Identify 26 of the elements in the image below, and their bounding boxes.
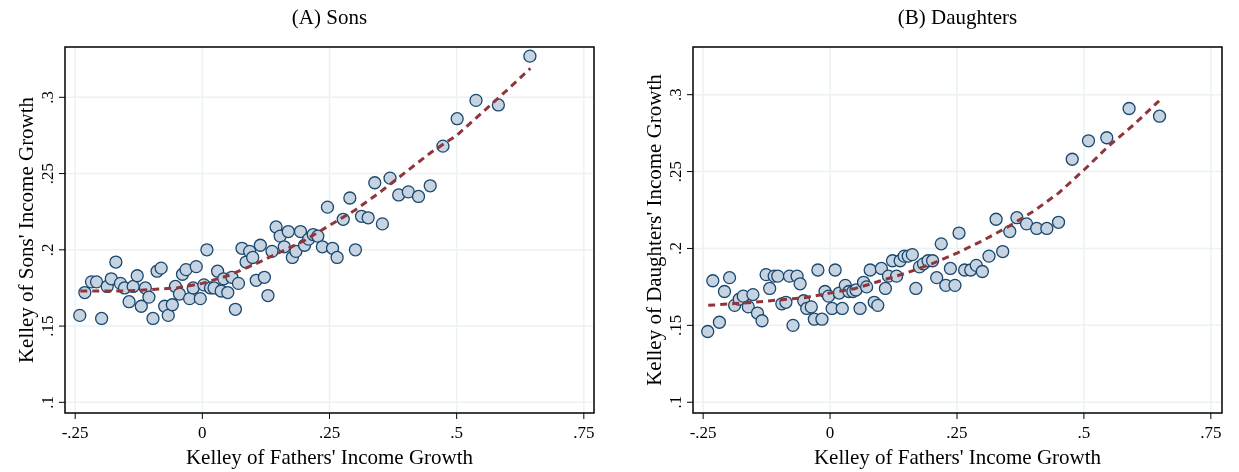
chart-title: (B) Daughters (897, 5, 1018, 29)
y-tick-label: .3 (38, 90, 57, 104)
x-axis-title: Kelley of Fathers' Income Growth (185, 445, 474, 469)
y-axis-title: Kelley of Daughters' Income Growth (642, 73, 666, 386)
x-tick-label: .25 (318, 423, 341, 442)
chart-title: (A) Sons (291, 5, 368, 29)
y-tick-label: .1 (666, 395, 685, 409)
x-tick-label: .25 (946, 423, 968, 442)
x-tick-label: .5 (1077, 423, 1091, 442)
x-tick-label: .75 (573, 423, 595, 442)
y-tick-label: .3 (666, 88, 685, 102)
y-tick-label: .2 (666, 242, 685, 255)
x-tick-label: -.25 (61, 423, 89, 442)
x-tick-label: -.25 (689, 423, 717, 442)
y-tick-label: .25 (666, 160, 685, 183)
x-tick-label: 0 (198, 423, 207, 442)
y-tick-label: .25 (38, 162, 57, 185)
y-tick-label: .15 (666, 314, 685, 336)
x-tick-label: .5 (450, 423, 464, 442)
x-tick-label: 0 (825, 423, 835, 442)
x-axis-title: Kelley of Fathers' Income Growth (813, 445, 1102, 469)
x-tick-label: .75 (1200, 423, 1222, 442)
y-axis-title: Kelley of Sons' Income Growth (14, 96, 38, 364)
y-tick-label: .2 (38, 243, 57, 257)
y-tick-label: .15 (38, 315, 57, 337)
y-tick-label: .1 (38, 395, 57, 409)
